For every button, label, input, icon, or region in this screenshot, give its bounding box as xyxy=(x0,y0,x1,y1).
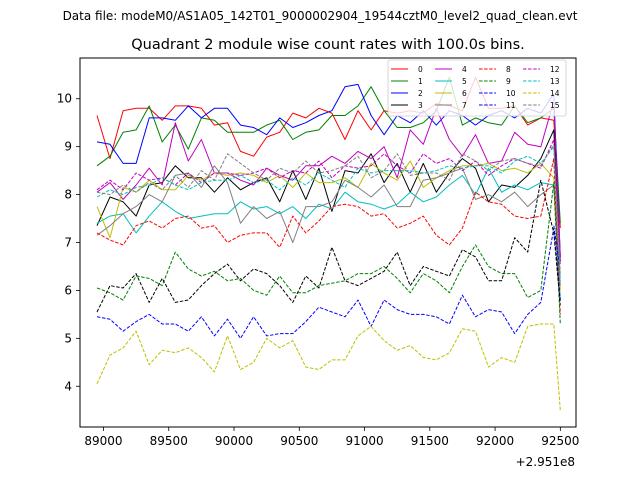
x-tick-label: 91000 xyxy=(345,434,383,448)
x-offset-label: +2.951e8 xyxy=(516,455,575,469)
legend-label: 15 xyxy=(550,101,560,110)
axes-layer: 89000 89500 90000 90500 91000 91500 92000 92500… xyxy=(57,92,580,448)
y-tick-label: 10 xyxy=(57,92,72,106)
legend-label: 13 xyxy=(550,77,560,86)
series-line-3 xyxy=(96,129,561,262)
chart-suptitle: Data file: modeM0/AS1A05_142T01_90000029… xyxy=(63,9,578,23)
y-tick-label: 5 xyxy=(64,331,72,345)
legend-label: 0 xyxy=(418,65,423,74)
legend-label: 12 xyxy=(550,65,560,74)
x-tick-label: 92500 xyxy=(541,434,579,448)
x-tick-label: 90000 xyxy=(215,434,253,448)
y-tick-label: 9 xyxy=(64,140,72,154)
x-tick-label: 89500 xyxy=(150,434,188,448)
y-tick-label: 7 xyxy=(64,236,72,250)
legend-label: 6 xyxy=(462,89,467,98)
series-line-12 xyxy=(96,139,561,265)
legend-label: 3 xyxy=(418,101,423,110)
series-line-4 xyxy=(96,100,561,257)
legend-label: 14 xyxy=(550,89,560,98)
series-line-14 xyxy=(96,323,561,411)
legend-box xyxy=(387,59,567,117)
y-tick-label: 6 xyxy=(64,283,72,297)
series-line-8 xyxy=(96,158,561,315)
plot-layer xyxy=(96,76,561,411)
legend-label: 7 xyxy=(462,101,467,110)
x-tick-label: 92000 xyxy=(476,434,514,448)
x-tick-label: 91500 xyxy=(411,434,449,448)
legend-label: 8 xyxy=(506,65,511,74)
legend-label: 10 xyxy=(506,89,516,98)
legend-label: 9 xyxy=(506,77,511,86)
y-tick-label: 8 xyxy=(64,188,72,202)
chart-title: Quadrant 2 module wise count rates with … xyxy=(131,37,525,53)
legend-label: 5 xyxy=(462,77,467,86)
y-tick-label: 4 xyxy=(64,379,72,393)
series-line-15 xyxy=(96,143,561,277)
legend-label: 1 xyxy=(418,77,423,86)
series-line-10 xyxy=(96,227,561,339)
x-tick-label: 89000 xyxy=(84,434,122,448)
legend-label: 2 xyxy=(418,89,423,98)
series-line-6 xyxy=(96,160,561,291)
series-line-9 xyxy=(96,182,561,325)
series-line-3b xyxy=(96,179,561,313)
legend-label: 11 xyxy=(506,101,516,110)
legend-label: 4 xyxy=(462,65,467,74)
series-line-5 xyxy=(96,167,561,301)
x-tick-label: 90500 xyxy=(280,434,318,448)
series-line-13 xyxy=(96,146,561,281)
